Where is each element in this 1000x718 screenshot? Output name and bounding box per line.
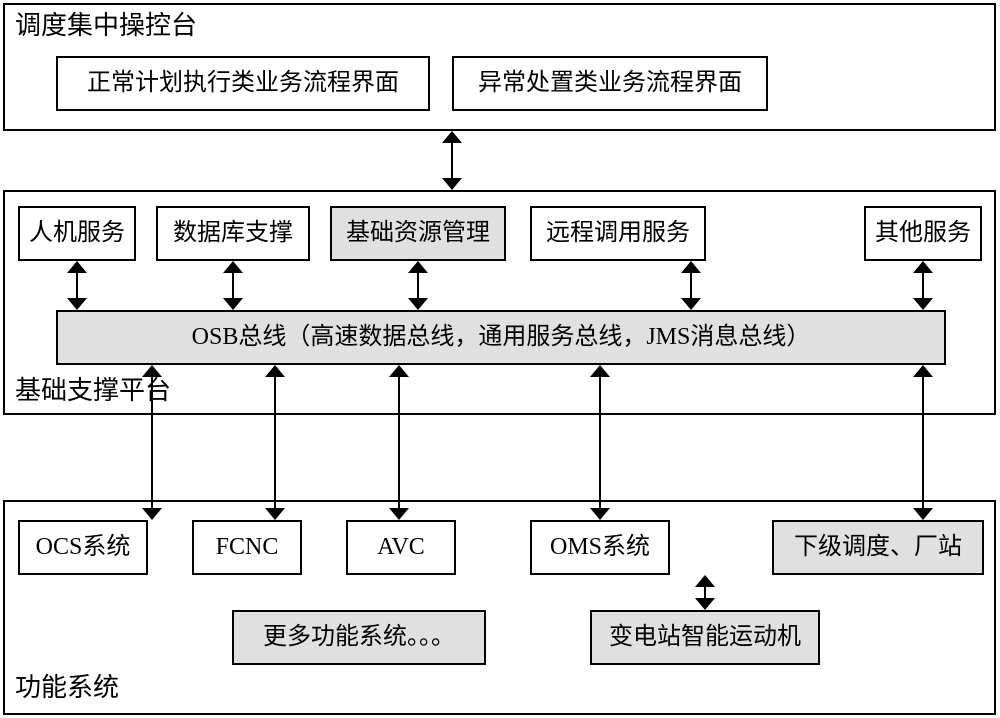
box-substation: 变电站智能运动机 [590,610,820,665]
box-avc: AVC [346,520,456,575]
box-osb: OSB总线（高速数据总线，通用服务总线，JMS消息总线） [56,310,946,365]
box-oms: OMS系统 [530,520,670,575]
box-fcnc: FCNC [192,520,302,575]
box-more: 更多功能系统。。。 [232,610,486,665]
layer-top-title: 调度集中操控台 [15,10,197,41]
layer-bottom-title: 功能系统 [15,672,119,703]
layer-middle-title: 基础支撑平台 [15,375,171,406]
box-svc-res: 基础资源管理 [330,206,506,261]
box-lower: 下级调度、厂站 [772,520,984,575]
box-ocs: OCS系统 [18,520,148,575]
box-svc-db: 数据库支撑 [156,206,310,261]
box-svc-remote: 远程调用服务 [530,206,706,261]
box-svc-other: 其他服务 [864,206,982,261]
box-svc-hmi: 人机服务 [18,206,136,261]
box-top-right: 异常处置类业务流程界面 [452,56,768,111]
box-top-left: 正常计划执行类业务流程界面 [56,56,430,111]
